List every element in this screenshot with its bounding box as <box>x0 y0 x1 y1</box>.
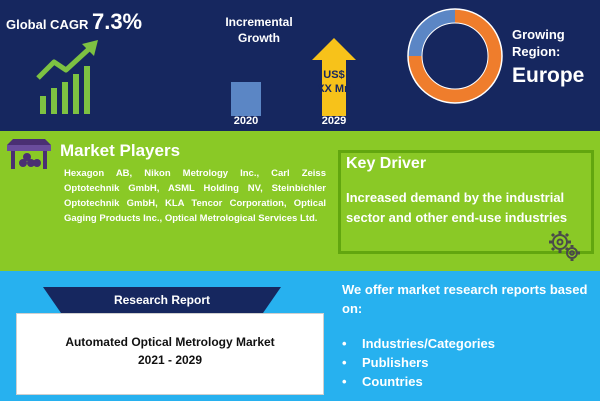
growing-region-label: Growing Region: <box>512 27 565 59</box>
list-item: • Publishers <box>342 353 592 372</box>
report-title-line2: 2021 - 2029 <box>137 353 203 367</box>
offer-text: We offer market research reports based o… <box>342 282 588 316</box>
bullet: • <box>342 355 347 370</box>
market-players-text: Hexagon AB, Nikon Metrology Inc., Carl Z… <box>64 168 326 224</box>
growth-value: US$ XX Mn <box>310 68 358 96</box>
offer-item-label: Publishers <box>362 355 429 370</box>
bullet: • <box>342 336 347 351</box>
key-driver-box <box>338 150 594 254</box>
up-arrow-icon <box>312 38 356 116</box>
growth-chart-icon <box>36 40 98 114</box>
research-report-banner <box>43 287 281 313</box>
list-item: • Industries/Categories <box>342 334 592 353</box>
key-driver-title: Key Driver <box>346 155 427 172</box>
bar-2020 <box>231 82 261 116</box>
report-title-line1: Automated Optical Metrology Market <box>65 335 275 349</box>
cagr-heading: Global CAGR 7.3% <box>6 9 142 35</box>
growth-value-currency: US$ <box>323 69 345 81</box>
research-report-label: Research Report <box>113 293 211 307</box>
market-players-title: Market Players <box>60 141 181 160</box>
report-title-box <box>16 313 324 395</box>
offer-item-label: Countries <box>362 374 423 389</box>
gear-icon <box>549 231 580 261</box>
growth-value-amount: XX Mn <box>317 83 351 95</box>
key-driver-text: Increased demand by the industrial secto… <box>346 190 568 225</box>
offer-item-label: Industries/Categories <box>362 336 495 351</box>
incremental-growth-title: Incremental Growth <box>225 15 293 45</box>
bullet: • <box>342 374 347 389</box>
year-end-label: 2029 <box>321 115 347 127</box>
offer-list: • Industries/Categories • Publishers • Coun… <box>342 334 592 391</box>
market-stall-icon <box>7 139 51 169</box>
report-title: Automated Optical Metrology Market 2021 … <box>16 333 324 369</box>
growing-region-value: Europe <box>512 64 585 87</box>
cagr-label: Global CAGR <box>6 17 89 32</box>
donut-ring-icon <box>407 8 503 104</box>
cagr-value: 7.3% <box>91 9 143 34</box>
year-start-label: 2020 <box>233 115 259 127</box>
list-item: • Countries <box>342 372 592 391</box>
